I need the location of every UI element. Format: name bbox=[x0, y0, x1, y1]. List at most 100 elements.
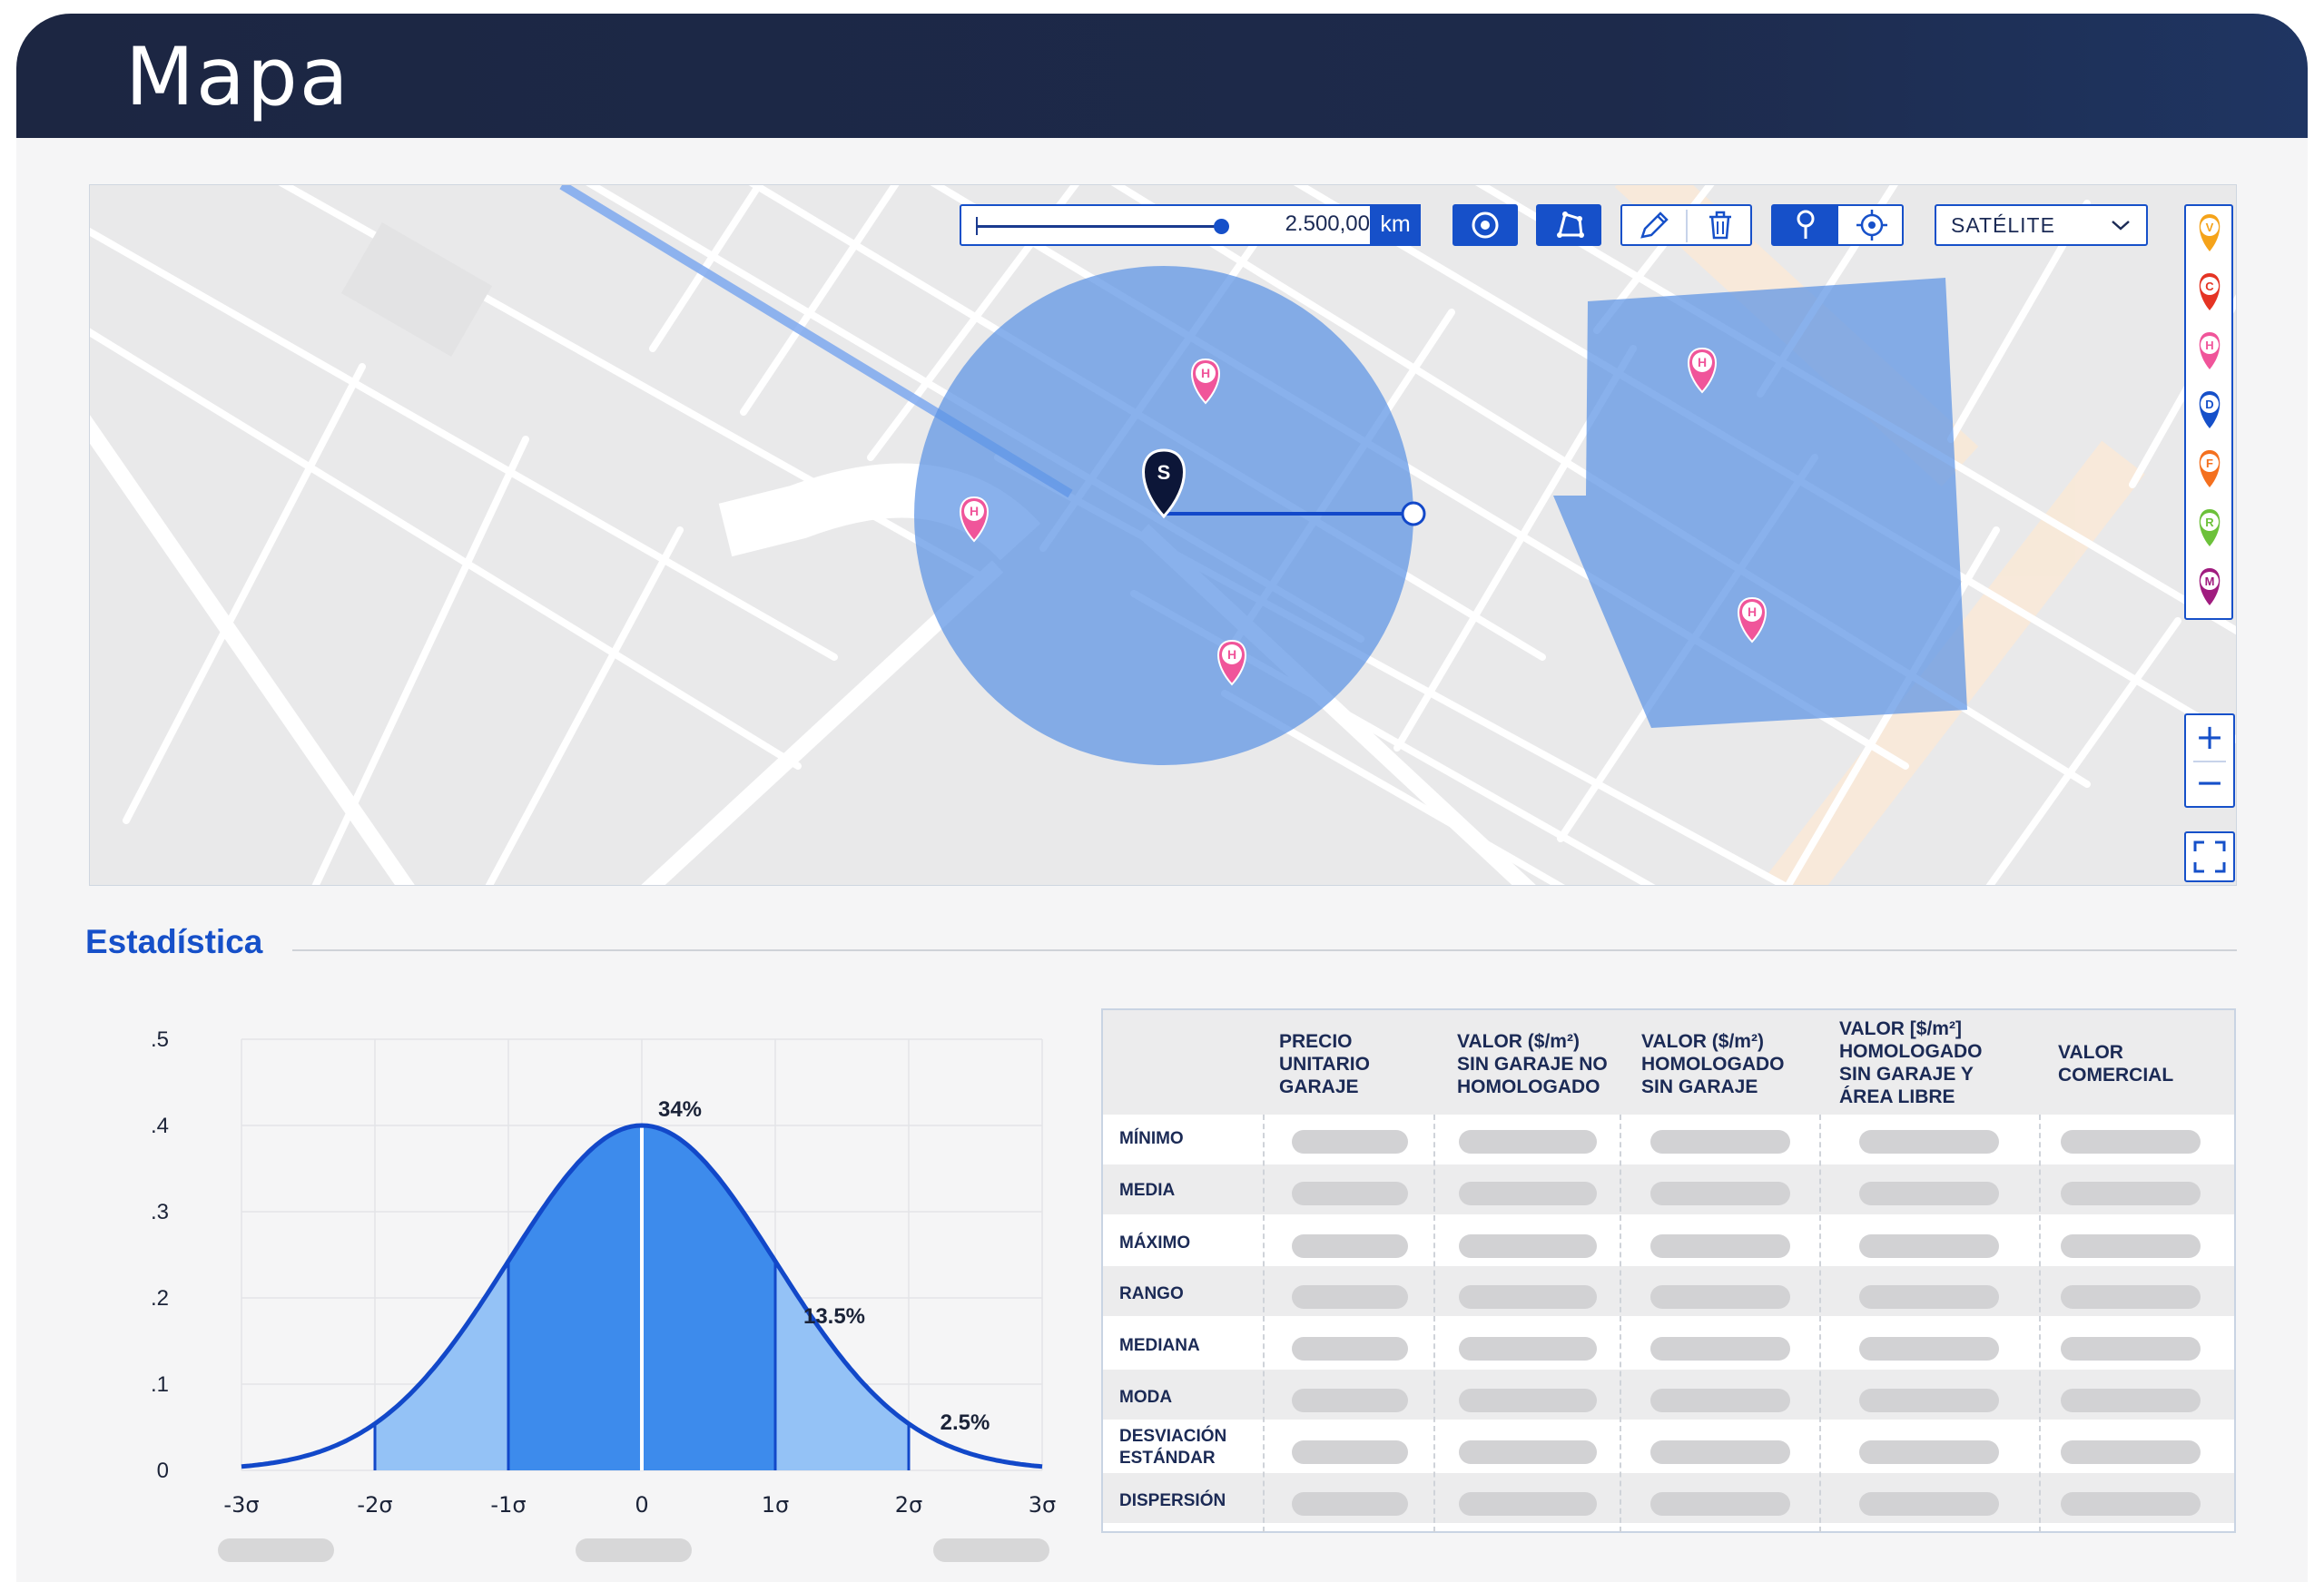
map-canvas[interactable]: H H H H H bbox=[90, 185, 2237, 886]
value-placeholder bbox=[1459, 1130, 1597, 1154]
value-placeholder bbox=[1650, 1285, 1790, 1309]
value-placeholder bbox=[1292, 1182, 1408, 1205]
value-placeholder bbox=[1859, 1337, 1999, 1361]
distribution-curve bbox=[241, 1123, 1043, 1469]
svg-text:R: R bbox=[2205, 516, 2214, 529]
distribution-band bbox=[508, 1125, 642, 1470]
column-header: PRECIO UNITARIO GARAJE bbox=[1279, 1031, 1370, 1097]
svg-text:C: C bbox=[2205, 280, 2214, 293]
circle-draw-button[interactable] bbox=[1452, 204, 1518, 246]
value-placeholder bbox=[2061, 1234, 2201, 1258]
distance-slider[interactable]: 2.500,00 km bbox=[960, 204, 1421, 246]
y-tick-label: 0 bbox=[157, 1459, 169, 1483]
value-placeholder bbox=[1292, 1130, 1408, 1154]
value-placeholder bbox=[1459, 1337, 1597, 1361]
value-placeholder bbox=[1859, 1492, 1999, 1516]
trash-icon[interactable] bbox=[1702, 210, 1738, 241]
row-label: MÁXIMO bbox=[1119, 1233, 1191, 1253]
value-placeholder bbox=[1859, 1389, 1999, 1412]
value-placeholder bbox=[1459, 1285, 1597, 1309]
x-tick-label: 2σ bbox=[895, 1492, 922, 1518]
location-tools bbox=[1771, 204, 1904, 246]
normal-distribution-chart: .5 .4 .3 .2 .1 0 -3σ -2σ -1σ 0 1σ 2σ 3σ 34% 13.5% 2.5… bbox=[151, 1027, 1056, 1518]
y-tick-label: .5 bbox=[151, 1027, 169, 1052]
value-placeholder bbox=[2061, 1130, 2201, 1154]
pencil-icon[interactable] bbox=[1635, 210, 1671, 241]
y-tick-label: .3 bbox=[151, 1200, 169, 1224]
value-placeholder bbox=[1650, 1337, 1790, 1361]
section-title: Estadística bbox=[85, 923, 263, 960]
pin-mode-button[interactable] bbox=[1773, 206, 1838, 244]
x-tick-label: 0 bbox=[635, 1492, 648, 1518]
value-placeholder bbox=[1859, 1285, 1999, 1309]
value-placeholder bbox=[1459, 1182, 1597, 1205]
value-placeholder bbox=[1292, 1389, 1408, 1412]
fullscreen-icon bbox=[2193, 840, 2226, 873]
value-placeholder bbox=[1650, 1182, 1790, 1205]
fullscreen-button[interactable] bbox=[2184, 831, 2235, 882]
svg-text:F: F bbox=[2206, 457, 2213, 470]
row-label: MODA bbox=[1119, 1388, 1173, 1407]
section-divider bbox=[292, 949, 2237, 951]
slider-track[interactable] bbox=[976, 225, 1221, 228]
distribution-band bbox=[642, 1125, 775, 1470]
value-placeholder bbox=[1859, 1440, 1999, 1464]
value-placeholder bbox=[1292, 1337, 1408, 1361]
marker-h-2[interactable]: H bbox=[960, 496, 989, 543]
value-placeholder bbox=[1292, 1492, 1408, 1516]
column-header: VALOR COMERCIAL bbox=[2058, 1042, 2174, 1086]
value-placeholder bbox=[1292, 1440, 1408, 1464]
percentage-label: 34% bbox=[658, 1097, 702, 1122]
layer-selected-value: SATÉLITE bbox=[1951, 213, 2055, 237]
value-placeholder bbox=[1459, 1389, 1597, 1412]
polygon-area[interactable] bbox=[1553, 278, 1967, 728]
x-tick-label: 3σ bbox=[1029, 1492, 1056, 1518]
crosshair-icon[interactable] bbox=[1840, 206, 1904, 244]
x-tick-label: -1σ bbox=[490, 1492, 526, 1518]
subject-marker[interactable]: S bbox=[1142, 448, 1186, 519]
polygon-icon bbox=[1557, 211, 1584, 238]
marker-h-4[interactable]: H bbox=[1688, 347, 1717, 394]
x-tick-label: -2σ bbox=[357, 1492, 392, 1518]
distance-unit: km bbox=[1370, 204, 1421, 246]
distance-value[interactable]: 2.500,00 bbox=[1285, 211, 1370, 236]
column-header: VALOR ($/m²) HOMOLOGADO SIN GARAJE bbox=[1641, 1031, 1785, 1097]
layer-select[interactable]: SATÉLITE bbox=[1935, 204, 2148, 246]
marker-h-1[interactable]: H bbox=[1191, 358, 1220, 405]
legend-marker-r[interactable]: R bbox=[2194, 506, 2225, 548]
legend-marker-m[interactable]: M bbox=[2194, 565, 2225, 607]
zoom-out-button[interactable]: − bbox=[2195, 762, 2224, 802]
chart-footer-placeholder bbox=[576, 1538, 692, 1562]
app-frame: Mapa bbox=[16, 14, 2308, 1582]
marker-h-3[interactable]: H bbox=[1217, 639, 1246, 686]
svg-text:H: H bbox=[2205, 339, 2213, 352]
marker-h-5[interactable]: H bbox=[1738, 596, 1767, 644]
chevron-down-icon bbox=[2112, 221, 2130, 231]
map-view[interactable]: H H H H H bbox=[89, 184, 2237, 886]
marker-legend: V C H D F R M bbox=[2184, 204, 2233, 620]
value-placeholder bbox=[1859, 1130, 1999, 1154]
svg-text:H: H bbox=[1227, 647, 1236, 662]
polygon-draw-button[interactable] bbox=[1536, 204, 1601, 246]
row-label: MEDIA bbox=[1119, 1181, 1176, 1200]
value-placeholder bbox=[1292, 1234, 1408, 1258]
legend-marker-f[interactable]: F bbox=[2194, 447, 2225, 489]
map-pin-icon bbox=[1797, 210, 1815, 239]
table-header bbox=[1103, 1010, 2234, 1115]
slider-knob[interactable] bbox=[1214, 219, 1229, 234]
legend-marker-d[interactable]: D bbox=[2194, 388, 2225, 430]
y-tick-label: .1 bbox=[151, 1372, 169, 1397]
svg-text:D: D bbox=[2205, 398, 2213, 411]
column-header: VALOR [$/m²] HOMOLOGADO SIN GARAJE Y ÁREA L… bbox=[1839, 1018, 1983, 1107]
zoom-in-button[interactable]: + bbox=[2195, 717, 2224, 757]
legend-marker-c[interactable]: C bbox=[2194, 270, 2225, 312]
svg-text:H: H bbox=[1698, 355, 1707, 369]
value-placeholder bbox=[1459, 1492, 1597, 1516]
legend-marker-v[interactable]: V bbox=[2194, 211, 2225, 253]
radius-handle[interactable] bbox=[1401, 501, 1426, 526]
value-placeholder bbox=[2061, 1440, 2201, 1464]
value-placeholder bbox=[1859, 1182, 1999, 1205]
legend-marker-h[interactable]: H bbox=[2194, 329, 2225, 371]
y-tick-label: .2 bbox=[151, 1286, 169, 1311]
value-placeholder bbox=[1650, 1389, 1790, 1412]
